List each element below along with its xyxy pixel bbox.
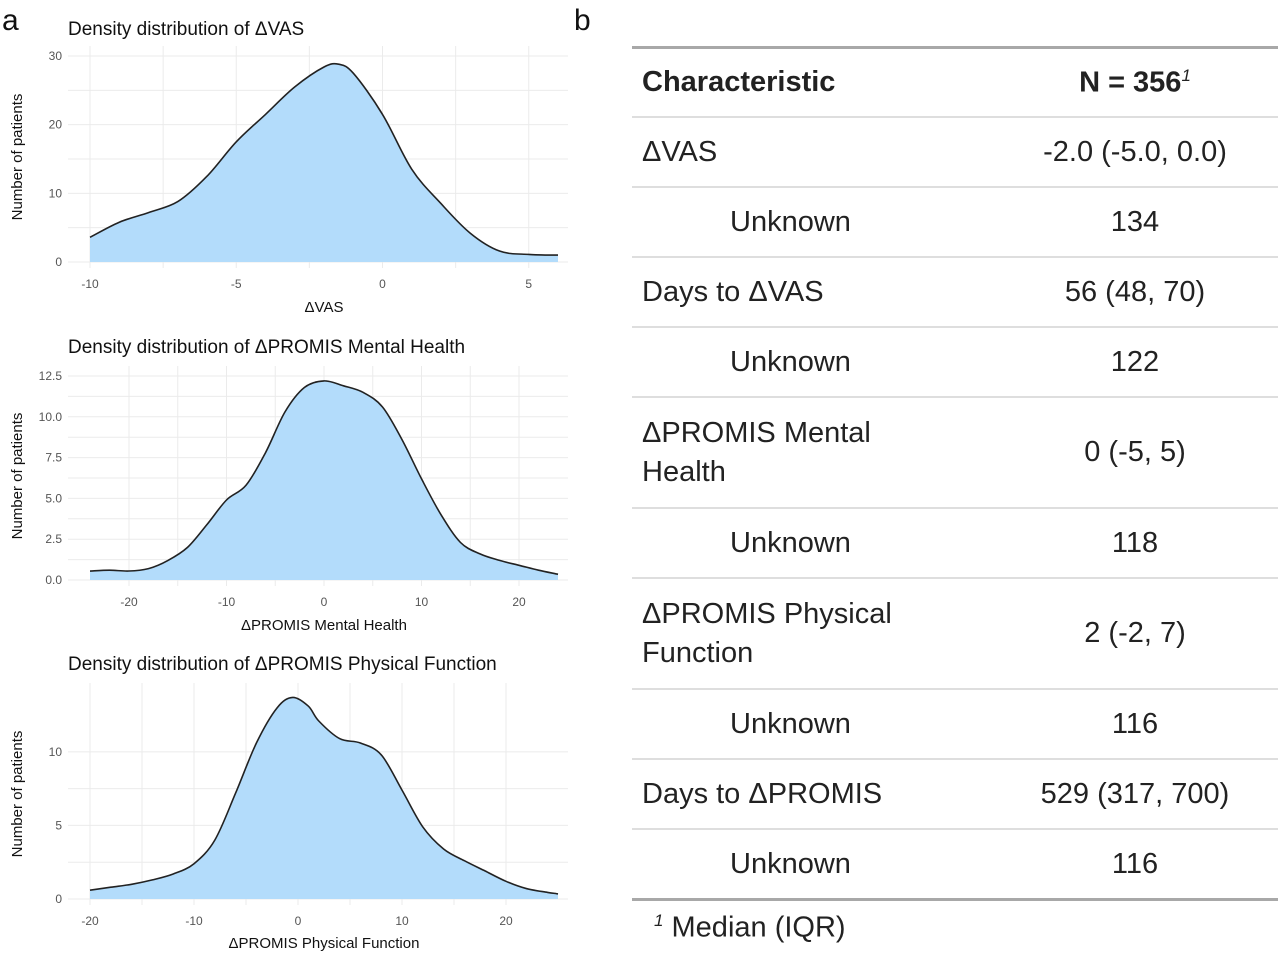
table-row: Unknown 134 xyxy=(632,188,1278,258)
row-value: 122 xyxy=(1110,345,1160,378)
table-row: ΔPROMIS Physical Function 2 (-2, 7) xyxy=(632,579,1278,690)
density-curve xyxy=(89,696,559,895)
table-row: Unknown 122 xyxy=(632,328,1278,398)
x-tick-label: -20 xyxy=(81,914,99,928)
row-label: Days to ΔVAS xyxy=(642,275,824,308)
y-tick-label: 10 xyxy=(49,745,63,759)
x-tick-label: 20 xyxy=(499,914,513,928)
table-row: Days to ΔVAS 56 (48, 70) xyxy=(632,258,1278,328)
table-footnote: 1 Median (IQR) xyxy=(632,911,1278,945)
y-tick-label: 0 xyxy=(55,892,62,906)
panel-label-a: a xyxy=(2,4,19,37)
x-tick-label: 10 xyxy=(415,595,429,609)
panel-label-b: b xyxy=(574,4,591,37)
row-value: 118 xyxy=(1111,526,1159,559)
y-axis-label: Number of patients xyxy=(9,413,26,540)
footnote-mark: 1 xyxy=(654,911,664,930)
table-row: ΔVAS -2.0 (-5.0, 0.0) xyxy=(632,118,1278,188)
density-curve xyxy=(89,380,559,576)
table-row: Unknown 116 xyxy=(632,690,1278,760)
row-value: 56 (48, 70) xyxy=(1064,275,1206,308)
x-tick-label: 0 xyxy=(379,277,386,291)
density-area xyxy=(90,380,558,580)
y-tick-label: 12.5 xyxy=(39,369,63,383)
y-tick-label: 10.0 xyxy=(39,410,63,424)
chart-title: Density distribution of ΔPROMIS Physical… xyxy=(68,654,497,675)
row-label: Unknown xyxy=(730,345,851,378)
x-axis-label: ΔVAS xyxy=(305,299,344,316)
x-axis-label: ΔPROMIS Mental Health xyxy=(241,617,407,634)
y-tick-label: 2.5 xyxy=(45,532,62,546)
row-value: 529 (317, 700) xyxy=(1040,777,1230,810)
row-value: 2 (-2, 7) xyxy=(1084,617,1186,649)
row-label: Days to ΔPROMIS xyxy=(642,777,883,810)
x-tick-label: 20 xyxy=(512,595,526,609)
row-label: Unknown xyxy=(730,707,851,740)
density-curve xyxy=(89,62,559,256)
x-tick-label: -10 xyxy=(218,595,236,609)
y-tick-label: 20 xyxy=(49,118,63,132)
header-characteristic: Characteristic xyxy=(642,66,836,98)
x-tick-label: 0 xyxy=(321,595,328,609)
x-tick-label: -5 xyxy=(231,277,242,291)
characteristics-table: Characteristic N = 3561 ΔVAS -2.0 (-5.0,… xyxy=(632,46,1278,945)
header-n-label: N = 356 xyxy=(1079,66,1182,99)
y-tick-label: 10 xyxy=(49,186,63,200)
row-label: ΔVAS xyxy=(642,135,718,168)
row-label: ΔPROMIS Mental Health xyxy=(642,416,871,488)
y-tick-label: 5.0 xyxy=(45,491,62,505)
x-tick-label: -10 xyxy=(81,277,99,291)
y-axis-label: Number of patients xyxy=(9,731,26,858)
y-tick-label: 0.0 xyxy=(45,573,62,587)
row-value: 134 xyxy=(1110,205,1160,238)
x-tick-label: 5 xyxy=(525,277,532,291)
table-row: ΔPROMIS Mental Health 0 (-5, 5) xyxy=(632,398,1278,509)
x-axis-label: ΔPROMIS Physical Function xyxy=(229,935,420,952)
row-label: Unknown xyxy=(730,526,851,559)
table-top-rule xyxy=(632,46,1278,49)
header-n-footnote-mark: 1 xyxy=(1181,65,1191,85)
y-tick-label: 5 xyxy=(55,818,62,832)
chart-title: Density distribution of ΔPROMIS Mental H… xyxy=(68,337,465,358)
row-value: 0 (-5, 5) xyxy=(1084,436,1186,468)
row-label: Unknown xyxy=(730,205,851,238)
table-header-row: Characteristic N = 3561 xyxy=(632,49,1278,118)
x-tick-label: 0 xyxy=(295,914,302,928)
y-tick-label: 0 xyxy=(55,255,62,269)
y-tick-label: 7.5 xyxy=(45,451,62,465)
header-n: N = 3561 xyxy=(992,66,1278,100)
x-tick-label: 10 xyxy=(395,914,409,928)
y-tick-label: 30 xyxy=(49,49,63,63)
density-area xyxy=(90,697,558,899)
row-value: -2.0 (-5.0, 0.0) xyxy=(1043,135,1227,168)
row-value: 116 xyxy=(1111,707,1159,740)
footnote-text: Median (IQR) xyxy=(663,911,846,944)
x-tick-label: -20 xyxy=(120,595,138,609)
chart-title: Density distribution of ΔVAS xyxy=(68,19,304,40)
row-label: Unknown xyxy=(730,847,851,880)
row-value: 116 xyxy=(1111,847,1159,880)
table-row: Days to ΔPROMIS 529 (317, 700) xyxy=(632,760,1278,830)
row-label: ΔPROMIS Physical Function xyxy=(642,597,892,669)
density-area xyxy=(90,63,558,263)
x-tick-label: -10 xyxy=(185,914,203,928)
table-row: Unknown 118 xyxy=(632,509,1278,579)
table-row: Unknown 116 xyxy=(632,830,1278,901)
y-axis-label: Number of patients xyxy=(9,94,26,221)
